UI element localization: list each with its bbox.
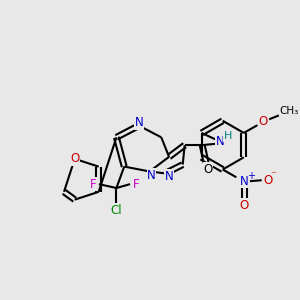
Text: N: N: [165, 170, 173, 183]
Text: F: F: [133, 178, 139, 190]
Text: N: N: [134, 116, 143, 129]
Text: O: O: [239, 199, 249, 212]
Text: +: +: [247, 171, 255, 181]
Text: O: O: [263, 174, 272, 187]
Text: O: O: [259, 115, 268, 128]
Text: H: H: [224, 131, 232, 141]
Text: N: N: [240, 175, 248, 188]
Text: ⁻: ⁻: [270, 170, 276, 180]
Text: CH₃: CH₃: [279, 106, 298, 116]
Text: Cl: Cl: [111, 204, 122, 217]
Text: N: N: [147, 169, 156, 182]
Text: N: N: [215, 135, 224, 148]
Text: O: O: [70, 152, 79, 165]
Text: O: O: [203, 163, 213, 176]
Text: F: F: [90, 178, 96, 190]
